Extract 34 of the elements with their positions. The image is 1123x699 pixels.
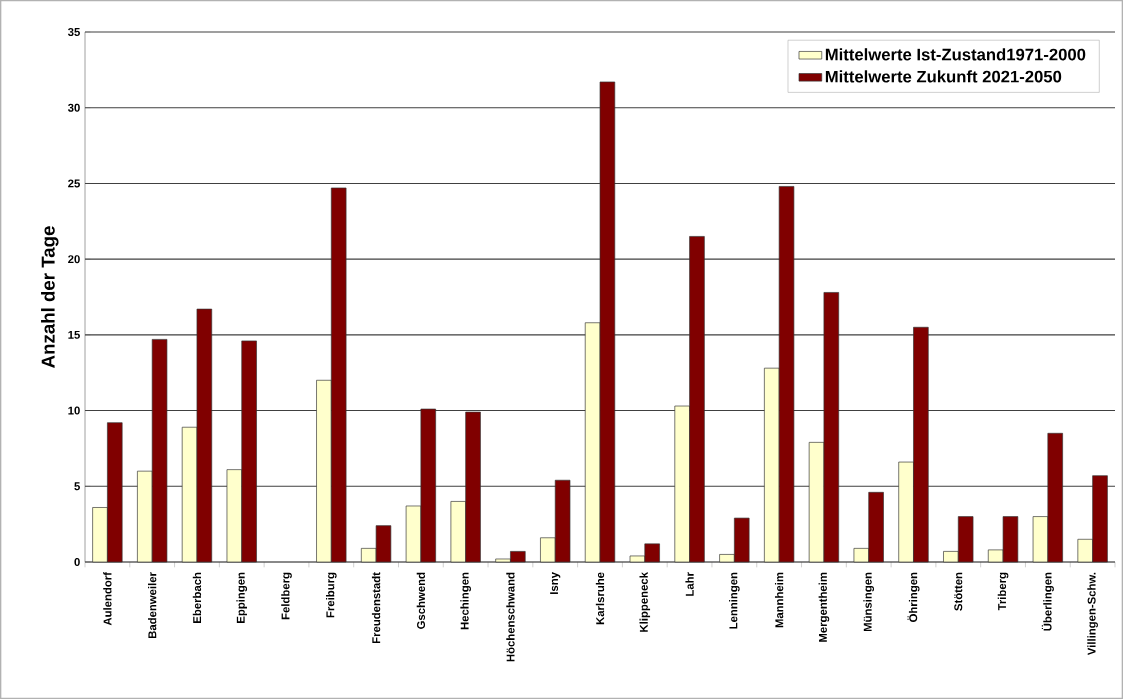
x-tick-label: Münsingen <box>863 572 875 632</box>
legend-label: Mittelwerte Ist-Zustand1971-2000 <box>825 48 1086 61</box>
x-tick-label: Mannheim <box>774 572 784 628</box>
x-tick-label: Gschwend <box>416 572 426 629</box>
x-tick-label: Stötten <box>954 572 963 611</box>
x-tick-label: Aulendorf <box>103 572 112 626</box>
x-tick-label: Triberg <box>997 572 1009 611</box>
y-tick-label: 30 <box>67 103 80 112</box>
legend-label: Mittelwerte Zukunft 2021-2050 <box>825 70 1062 83</box>
x-tick-label: Isny <box>550 572 561 594</box>
x-tick-label: Höchenschwand <box>506 572 515 662</box>
y-axis-title: Anzahl der Tage <box>41 226 59 368</box>
x-tick-label: Eppingen <box>236 572 248 623</box>
x-tick-label: Karlsruhe <box>595 572 605 625</box>
x-tick-label: Lahr <box>685 572 694 596</box>
x-tick-label: Villingen-Schw. <box>1087 572 1098 656</box>
x-tick-label: Klippeneck <box>639 572 651 632</box>
x-tick-label: Überlingen <box>1041 572 1054 631</box>
y-tick-label: 5 <box>74 482 80 491</box>
x-tick-label: Badenweiler <box>148 572 157 639</box>
x-tick-label: Feldberg <box>281 572 292 620</box>
y-tick-label: 15 <box>68 330 80 339</box>
x-tick-label: Mergentheim <box>818 572 830 642</box>
x-tick-label: Freiburg <box>326 572 337 618</box>
y-tick-label: 20 <box>68 255 80 264</box>
y-tick-label: 35 <box>67 27 80 37</box>
x-tick-label: Öhringen <box>907 572 920 622</box>
x-tick-label: Freudenstadt <box>371 572 381 644</box>
y-tick-label: 10 <box>68 406 80 415</box>
y-tick-label: 0 <box>74 558 80 567</box>
y-tick-label: 25 <box>68 179 80 188</box>
x-tick-label: Eberbach <box>192 572 202 623</box>
x-tick-label: Hechingen <box>460 572 471 630</box>
x-tick-label: Lenningen <box>729 572 740 629</box>
